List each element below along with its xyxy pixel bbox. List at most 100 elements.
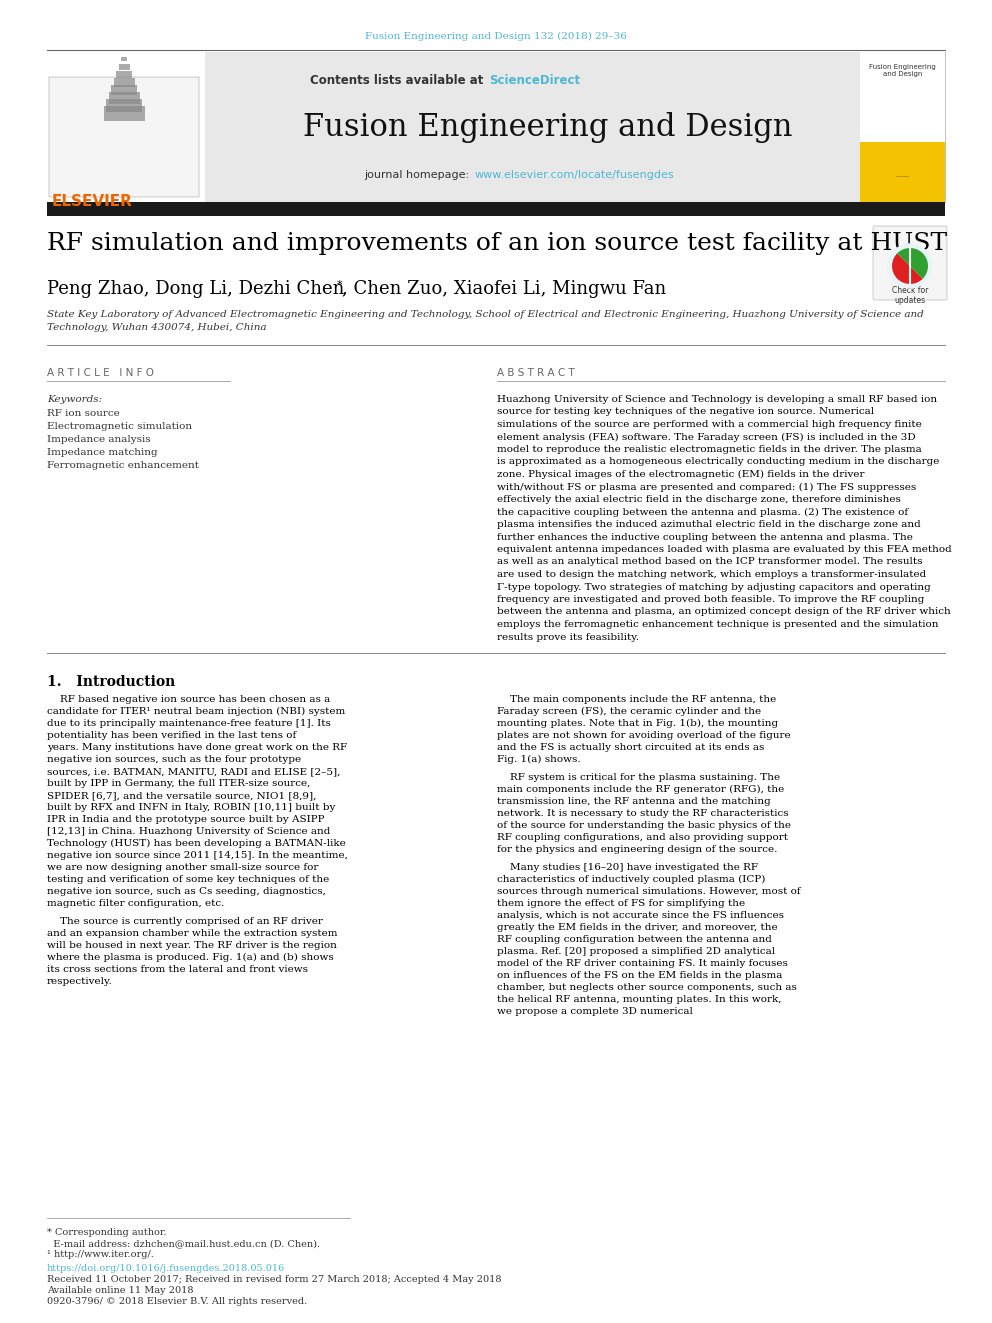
Bar (47, 52, 205, 202)
Text: RF system is critical for the plasma sustaining. The: RF system is critical for the plasma sus… (497, 773, 780, 782)
Text: the capacitive coupling between the antenna and plasma. (2) The existence of: the capacitive coupling between the ante… (497, 508, 908, 516)
Text: RF coupling configurations, and also providing support: RF coupling configurations, and also pro… (497, 833, 788, 841)
Bar (205, 52, 860, 202)
Bar (49, 77, 199, 197)
Text: effectively the axial electric field in the discharge zone, therefore diminishes: effectively the axial electric field in … (497, 495, 901, 504)
Text: for the physics and engineering design of the source.: for the physics and engineering design o… (497, 845, 778, 855)
Text: magnetic filter configuration, etc.: magnetic filter configuration, etc. (47, 900, 224, 908)
Text: results prove its feasibility.: results prove its feasibility. (497, 632, 639, 642)
Text: Γ-type topology. Two strategies of matching by adjusting capacitors and operatin: Γ-type topology. Two strategies of match… (497, 582, 930, 591)
Text: IPR in India and the prototype source built by ASIPP: IPR in India and the prototype source bu… (47, 815, 324, 824)
Text: and an expansion chamber while the extraction system: and an expansion chamber while the extra… (47, 929, 337, 938)
Text: the helical RF antenna, mounting plates. In this work,: the helical RF antenna, mounting plates.… (497, 995, 782, 1004)
Text: ¹ http://www.iter.org/.: ¹ http://www.iter.org/. (47, 1250, 154, 1259)
Bar (106, 99, 142, 112)
Text: we are now designing another small-size source for: we are now designing another small-size … (47, 863, 318, 872)
Text: model of the RF driver containing FS. It mainly focuses: model of the RF driver containing FS. It… (497, 959, 788, 968)
Text: candidate for ITER¹ neutral beam injection (NBI) system: candidate for ITER¹ neutral beam injecti… (47, 706, 345, 716)
Text: we propose a complete 3D numerical: we propose a complete 3D numerical (497, 1007, 692, 1016)
Text: https://doi.org/10.1016/j.fusengdes.2018.05.016: https://doi.org/10.1016/j.fusengdes.2018… (47, 1263, 286, 1273)
Text: as well as an analytical method based on the ICP transformer model. The results: as well as an analytical method based on… (497, 557, 923, 566)
Text: ——: —— (896, 172, 910, 180)
Text: SPIDER [6,7], and the versatile source, NIO1 [8,9],: SPIDER [6,7], and the versatile source, … (47, 791, 316, 800)
Text: model to reproduce the realistic electromagnetic fields in the driver. The plasm: model to reproduce the realistic electro… (497, 445, 922, 454)
Text: is approximated as a homogeneous electrically conducting medium in the discharge: is approximated as a homogeneous electri… (497, 458, 939, 467)
Text: Impedance matching: Impedance matching (47, 448, 158, 456)
Bar (116, 71, 132, 78)
Text: 0920-3796/ © 2018 Elsevier B.V. All rights reserved.: 0920-3796/ © 2018 Elsevier B.V. All righ… (47, 1297, 308, 1306)
Bar (860, 52, 945, 202)
Text: RF coupling configuration between the antenna and: RF coupling configuration between the an… (497, 935, 772, 945)
Text: chamber, but neglects other source components, such as: chamber, but neglects other source compo… (497, 983, 797, 992)
Text: Ferromagnetic enhancement: Ferromagnetic enhancement (47, 460, 199, 470)
Text: sources through numerical simulations. However, most of: sources through numerical simulations. H… (497, 886, 801, 896)
Text: analysis, which is not accurate since the FS influences: analysis, which is not accurate since th… (497, 912, 784, 919)
Text: negative ion source, such as Cs seeding, diagnostics,: negative ion source, such as Cs seeding,… (47, 886, 326, 896)
Text: main components include the RF generator (RFG), the: main components include the RF generator… (497, 785, 785, 794)
Text: characteristics of inductively coupled plasma (ICP): characteristics of inductively coupled p… (497, 875, 766, 884)
Text: negative ion sources, such as the four prototype: negative ion sources, such as the four p… (47, 755, 302, 763)
Text: sources, i.e. BATMAN, MANITU, RADI and ELISE [2–5],: sources, i.e. BATMAN, MANITU, RADI and E… (47, 767, 340, 777)
Text: plasma. Ref. [20] proposed a simplified 2D analytical: plasma. Ref. [20] proposed a simplified … (497, 947, 775, 957)
Bar (860, 142, 945, 202)
Text: plates are not shown for avoiding overload of the figure: plates are not shown for avoiding overlo… (497, 732, 791, 740)
Text: Many studies [16–20] have investigated the RF: Many studies [16–20] have investigated t… (497, 863, 758, 872)
Text: its cross sections from the lateral and front views: its cross sections from the lateral and … (47, 964, 308, 974)
Text: The source is currently comprised of an RF driver: The source is currently comprised of an … (47, 917, 322, 926)
Text: State Key Laboratory of Advanced Electromagnetic Engineering and Technology, Sch: State Key Laboratory of Advanced Electro… (47, 310, 924, 319)
Text: source for testing key techniques of the negative ion source. Numerical: source for testing key techniques of the… (497, 407, 874, 417)
Text: Check for
updates: Check for updates (892, 286, 929, 306)
Text: RF based negative ion source has been chosen as a: RF based negative ion source has been ch… (47, 695, 330, 704)
Text: , Chen Zuo, Xiaofei Li, Mingwu Fan: , Chen Zuo, Xiaofei Li, Mingwu Fan (342, 280, 667, 298)
Text: due to its principally maintenance-free feature [1]. Its: due to its principally maintenance-free … (47, 718, 331, 728)
Text: employs the ferromagnetic enhancement technique is presented and the simulation: employs the ferromagnetic enhancement te… (497, 620, 938, 628)
Text: are used to design the matching network, which employs a transformer-insulated: are used to design the matching network,… (497, 570, 927, 579)
Text: respectively.: respectively. (47, 976, 113, 986)
Bar (111, 85, 137, 95)
Bar (113, 78, 135, 86)
Text: *: * (337, 280, 342, 290)
Text: transmission line, the RF antenna and the matching: transmission line, the RF antenna and th… (497, 796, 771, 806)
Text: Fusion Engineering and Design 132 (2018) 29–36: Fusion Engineering and Design 132 (2018)… (365, 32, 627, 41)
Text: mounting plates. Note that in Fig. 1(b), the mounting: mounting plates. Note that in Fig. 1(b),… (497, 718, 778, 728)
Text: negative ion source since 2011 [14,15]. In the meantime,: negative ion source since 2011 [14,15]. … (47, 851, 348, 860)
Text: 1.   Introduction: 1. Introduction (47, 675, 176, 689)
Text: on influences of the FS on the EM fields in the plasma: on influences of the FS on the EM fields… (497, 971, 783, 980)
Text: Fusion Engineering and Design: Fusion Engineering and Design (303, 112, 793, 143)
Text: Contents lists available at: Contents lists available at (310, 74, 487, 87)
Text: Received 11 October 2017; Received in revised form 27 March 2018; Accepted 4 May: Received 11 October 2017; Received in re… (47, 1275, 502, 1285)
Text: built by IPP in Germany, the full ITER-size source,: built by IPP in Germany, the full ITER-s… (47, 779, 310, 789)
Text: where the plasma is produced. Fig. 1(a) and (b) shows: where the plasma is produced. Fig. 1(a) … (47, 953, 333, 962)
Text: Huazhong University of Science and Technology is developing a small RF based ion: Huazhong University of Science and Techn… (497, 396, 937, 404)
Text: between the antenna and plasma, an optimized concept design of the RF driver whi: between the antenna and plasma, an optim… (497, 607, 950, 617)
Text: The main components include the RF antenna, the: The main components include the RF anten… (497, 695, 777, 704)
Text: Faraday screen (FS), the ceramic cylinder and the: Faraday screen (FS), the ceramic cylinde… (497, 706, 761, 716)
Bar (47, 202, 945, 216)
Text: testing and verification of some key techniques of the: testing and verification of some key tec… (47, 875, 329, 884)
Text: further enhances the inductive coupling between the antenna and plasma. The: further enhances the inductive coupling … (497, 532, 913, 541)
Text: and the FS is actually short circuited at its ends as: and the FS is actually short circuited a… (497, 744, 765, 751)
Text: Available online 11 May 2018: Available online 11 May 2018 (47, 1286, 193, 1295)
Text: E-mail address: dzhchen@mail.hust.edu.cn (D. Chen).: E-mail address: dzhchen@mail.hust.edu.cn… (47, 1240, 320, 1248)
Bar (860, 52, 945, 142)
Text: Technology (HUST) has been developing a BATMAN-like: Technology (HUST) has been developing a … (47, 839, 346, 848)
Text: built by RFX and INFN in Italy, ROBIN [10,11] built by: built by RFX and INFN in Italy, ROBIN [1… (47, 803, 335, 812)
Text: * Corresponding author.: * Corresponding author. (47, 1228, 167, 1237)
Wedge shape (898, 247, 928, 279)
Text: ScienceDirect: ScienceDirect (489, 74, 580, 87)
Text: RF simulation and improvements of an ion source test facility at HUST: RF simulation and improvements of an ion… (47, 232, 947, 255)
Text: A R T I C L E   I N F O: A R T I C L E I N F O (47, 368, 154, 378)
Text: plasma intensifies the induced azimuthal electric field in the discharge zone an: plasma intensifies the induced azimuthal… (497, 520, 921, 529)
Text: www.elsevier.com/locate/fusengdes: www.elsevier.com/locate/fusengdes (474, 169, 675, 180)
Text: of the source for understanding the basic physics of the: of the source for understanding the basi… (497, 822, 791, 830)
Text: years. Many institutions have done great work on the RF: years. Many institutions have done great… (47, 744, 347, 751)
Text: Fusion Engineering
and Design: Fusion Engineering and Design (869, 64, 935, 77)
Text: ELSEVIER: ELSEVIER (52, 194, 133, 209)
Text: Keywords:: Keywords: (47, 396, 102, 404)
Text: Fig. 1(a) shows.: Fig. 1(a) shows. (497, 755, 580, 765)
Bar (103, 106, 145, 120)
Text: Peng Zhao, Dong Li, Dezhi Chen: Peng Zhao, Dong Li, Dezhi Chen (47, 280, 344, 298)
Text: potentiality has been verified in the last tens of: potentiality has been verified in the la… (47, 732, 297, 740)
Text: simulations of the source are performed with a commercial high frequency finite: simulations of the source are performed … (497, 419, 922, 429)
Text: equivalent antenna impedances loaded with plasma are evaluated by this FEA metho: equivalent antenna impedances loaded wit… (497, 545, 951, 554)
